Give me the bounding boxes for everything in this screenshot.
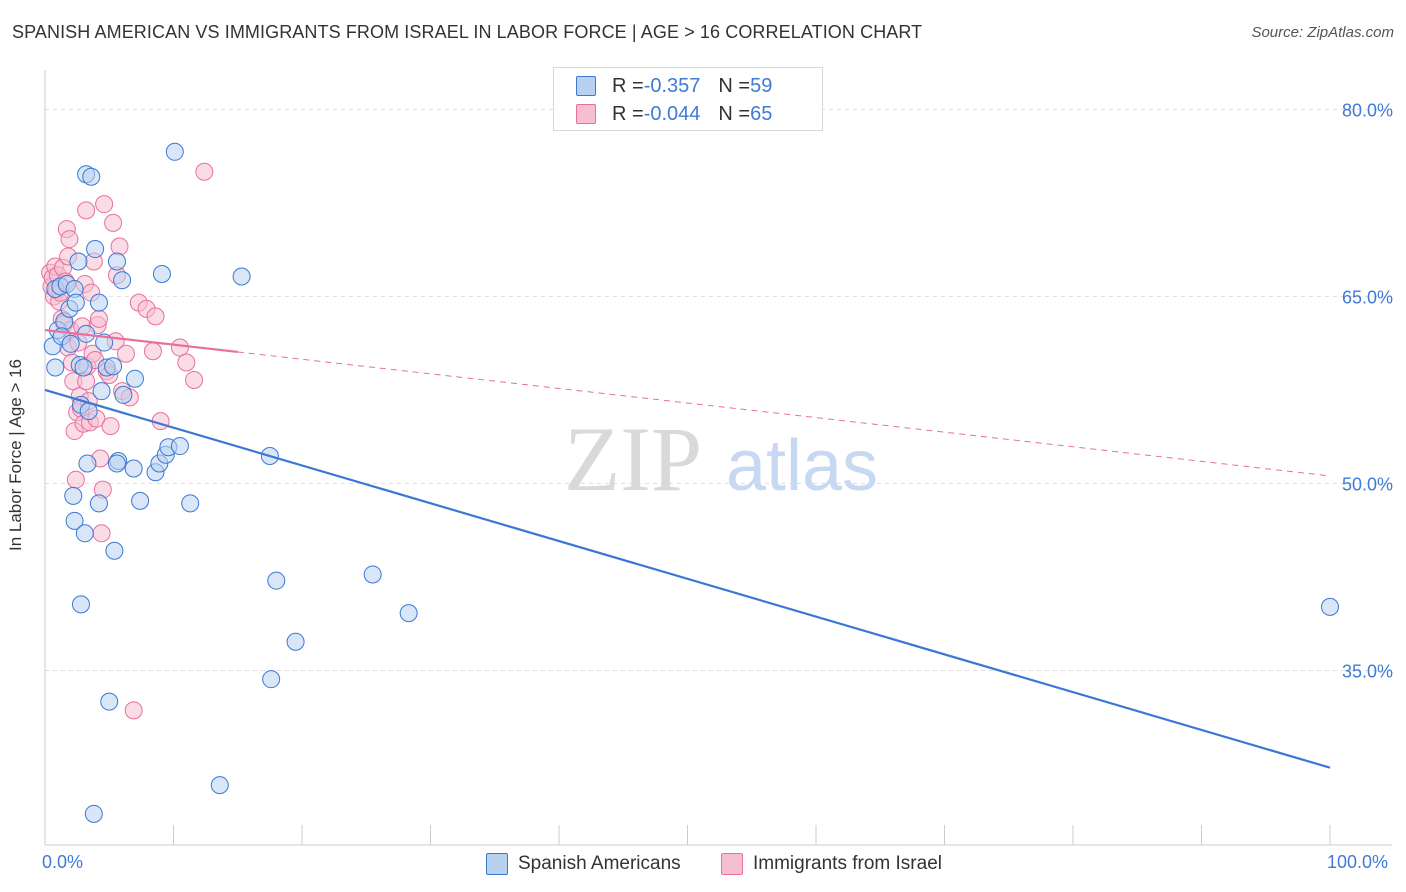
data-point: [75, 524, 94, 543]
data-point: [286, 632, 305, 651]
data-point: [125, 369, 144, 388]
data-point: [61, 334, 80, 353]
data-point: [46, 358, 65, 377]
bottom-legend-label-pink: Immigrants from Israel: [753, 853, 942, 874]
legend-r-label: R =: [612, 102, 644, 125]
data-point: [66, 470, 85, 489]
data-point: [267, 571, 286, 590]
data-point: [146, 307, 165, 326]
chart-title: SPANISH AMERICAN VS IMMIGRANTS FROM ISRA…: [12, 22, 923, 42]
data-point: [107, 454, 126, 473]
y-axis-label: In Labor Force | Age > 16: [6, 358, 25, 552]
data-point: [89, 293, 108, 312]
data-point: [232, 267, 251, 286]
data-point: [89, 494, 108, 513]
data-point: [82, 167, 101, 186]
legend-r-value: -0.357: [643, 74, 701, 97]
y-tick-labels: 35.0% 50.0% 65.0% 80.0%: [1342, 100, 1393, 681]
trend-lines: [44, 328, 1331, 769]
data-point: [100, 692, 119, 711]
bottom-legend-label-blue: Spanish Americans: [518, 853, 681, 874]
data-point: [77, 201, 96, 220]
data-point: [165, 142, 184, 161]
legend-row-spanish-american: R = -0.357 N = 59: [576, 73, 772, 99]
data-point: [143, 342, 162, 361]
data-point: [92, 382, 111, 401]
data-point: [113, 271, 132, 290]
data-point: [104, 213, 123, 232]
data-point: [114, 385, 133, 404]
bottom-legend-swatch-blue: [486, 853, 508, 875]
y-tick-label: 50.0%: [1342, 474, 1393, 494]
watermark-atlas: atlas: [726, 426, 878, 506]
legend-n-label: N =: [718, 74, 751, 97]
trend-line-solid: [44, 388, 1331, 769]
data-point: [92, 524, 111, 543]
data-point: [65, 511, 84, 530]
data-point: [170, 437, 189, 456]
watermark: ZIP atlas: [564, 408, 878, 510]
y-tick-label: 80.0%: [1342, 100, 1393, 120]
data-point: [101, 417, 120, 436]
data-point: [1321, 597, 1339, 616]
series-spanish-american-points: [43, 142, 1339, 823]
data-point: [69, 252, 88, 271]
legend-r-value: -0.044: [643, 102, 701, 125]
legend-r-label: R =: [612, 74, 644, 97]
data-point: [95, 195, 114, 214]
y-tick-label: 65.0%: [1342, 287, 1393, 307]
data-point: [66, 293, 85, 312]
legend-n-value: 59: [750, 74, 773, 97]
data-point: [84, 804, 103, 823]
legend-n-value: 65: [750, 102, 773, 125]
y-tick-label: 35.0%: [1342, 661, 1393, 681]
bottom-legend-swatch-pink: [721, 853, 743, 875]
data-point: [105, 541, 124, 560]
data-point: [64, 486, 83, 505]
data-point: [185, 370, 204, 389]
bottom-legend-israel: Immigrants from Israel: [721, 852, 942, 876]
legend-swatch-pink: [576, 104, 596, 124]
data-point: [181, 494, 200, 513]
data-point: [86, 240, 105, 259]
data-point: [124, 701, 143, 720]
x-tick-label-min: 0.0%: [42, 852, 84, 872]
data-point: [116, 344, 135, 363]
data-point: [399, 604, 418, 623]
data-point: [60, 230, 79, 249]
data-point: [195, 162, 214, 181]
data-point: [177, 353, 196, 372]
data-point: [89, 309, 108, 328]
data-point: [107, 252, 126, 271]
stats-legend: R = -0.357 N = 59 R = -0.044 N = 65: [553, 67, 823, 131]
data-point: [78, 454, 97, 473]
watermark-zip: ZIP: [564, 408, 702, 510]
axes: [44, 70, 1392, 846]
legend-row-israel: R = -0.044 N = 65: [576, 101, 772, 127]
data-point: [110, 237, 129, 256]
data-point: [131, 491, 150, 510]
bottom-legend-spanish-american: Spanish Americans: [486, 852, 681, 876]
legend-swatch-blue: [576, 76, 596, 96]
trend-line-solid: [44, 328, 238, 354]
legend-n-label: N =: [718, 102, 751, 125]
chart-source: Source: ZipAtlas.com: [1251, 24, 1394, 41]
x-tick-label-max: 100.0%: [1327, 852, 1389, 872]
data-point: [104, 357, 123, 376]
data-point: [71, 595, 90, 614]
data-point: [363, 565, 382, 584]
data-point: [262, 670, 281, 689]
data-point: [124, 459, 143, 478]
data-point: [170, 338, 189, 357]
trend-line-dashed: [237, 351, 1331, 477]
data-point: [152, 264, 171, 283]
data-point: [210, 776, 229, 795]
data-point: [74, 358, 93, 377]
grid-lines: [45, 108, 1392, 671]
